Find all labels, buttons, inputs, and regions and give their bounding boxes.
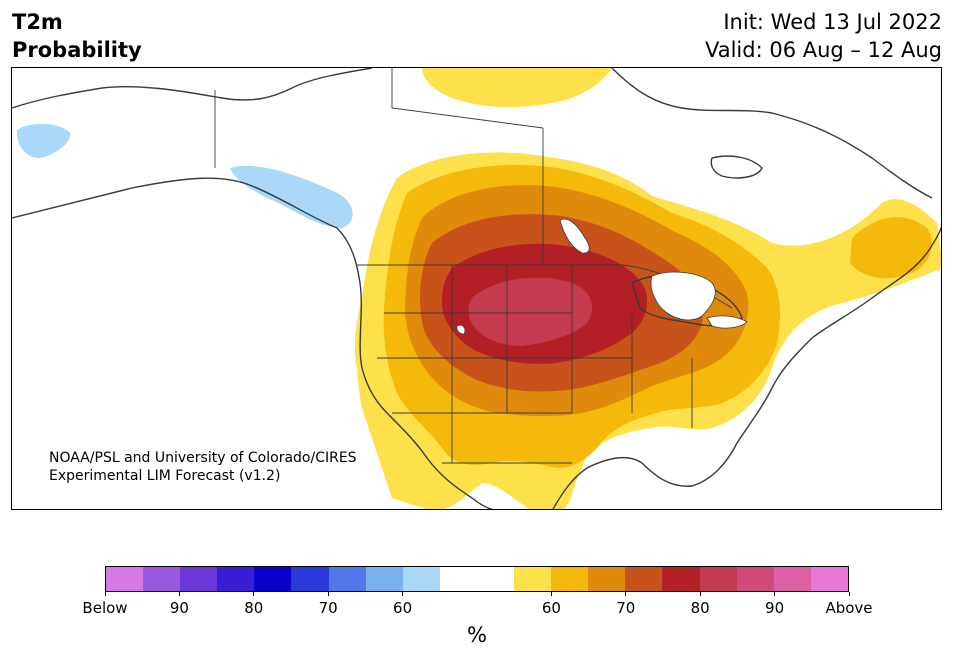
colorbar-tick-label: 80 <box>690 599 710 617</box>
colorbar-segment <box>699 567 737 591</box>
colorbar-tickmark <box>774 592 776 596</box>
colorbar-tick-label: 70 <box>318 599 338 617</box>
colorbar-segment <box>810 567 848 591</box>
below-alaska-patch <box>16 123 71 158</box>
colorbar-segment <box>143 567 181 591</box>
colorbar-segment <box>773 567 811 591</box>
map-canvas <box>12 68 941 509</box>
valid-range: Valid: 06 Aug – 12 Aug <box>704 38 942 62</box>
colorbar-tickmark <box>253 592 255 596</box>
colorbar-tick-label: 60 <box>393 599 413 617</box>
colorbar-segment <box>291 567 329 591</box>
colorbar-tickmark <box>699 592 701 596</box>
colorbar-tickmark <box>848 592 850 596</box>
forecast-dates: Init: Wed 13 Jul 2022 Valid: 06 Aug – 12… <box>705 8 942 64</box>
colorbar-tickmark <box>625 592 627 596</box>
colorbar-segment <box>662 567 700 591</box>
colorbar-segment <box>514 567 552 591</box>
colorbar-segment <box>439 567 477 591</box>
colorbar-tick-label: 90 <box>169 599 189 617</box>
colorbar-segment <box>180 567 218 591</box>
colorbar <box>105 566 849 592</box>
colorbar-segment <box>588 567 626 591</box>
great-lakes <box>456 218 748 335</box>
colorbar-tick-label: 60 <box>541 599 561 617</box>
colorbar-tickmark <box>178 592 180 596</box>
probability-map <box>11 67 942 510</box>
political-borders <box>214 68 733 464</box>
title-quantity: Probability <box>12 38 142 62</box>
colorbar-segment <box>254 567 292 591</box>
colorbar-tick-label: 80 <box>244 599 264 617</box>
colorbar-tick-label: Above <box>825 599 873 617</box>
colorbar-tickmark <box>327 592 329 596</box>
colorbar-unit: % <box>467 623 487 647</box>
colorbar-segment <box>736 567 774 591</box>
credit-line-2: Experimental LIM Forecast (v1.2) <box>49 468 281 484</box>
chart-title: T2m Probability <box>12 8 142 64</box>
colorbar-tickmark <box>550 592 552 596</box>
colorbar-tick-label: 90 <box>765 599 785 617</box>
colorbar-segment <box>476 567 515 591</box>
colorbar-segment <box>402 567 440 591</box>
colorbar-segment <box>551 567 589 591</box>
colorbar-segment <box>365 567 403 591</box>
credit-text: NOAA/PSL and University of Colorado/CIRE… <box>49 449 357 485</box>
above-65-east <box>850 217 932 279</box>
colorbar-tickmark <box>104 592 106 596</box>
colorbar-segment <box>625 567 663 591</box>
title-variable: T2m <box>12 10 63 34</box>
init-date: Init: Wed 13 Jul 2022 <box>723 10 942 34</box>
credit-line-1: NOAA/PSL and University of Colorado/CIRE… <box>49 450 357 466</box>
colorbar-tick-label: 70 <box>616 599 636 617</box>
colorbar-segment <box>106 567 144 591</box>
above-60-north <box>422 68 612 108</box>
colorbar-tickmark <box>402 592 404 596</box>
colorbar-tick-label: Below <box>82 599 128 617</box>
colorbar-segment <box>217 567 255 591</box>
below-bc-patch <box>230 165 353 228</box>
colorbar-segment <box>328 567 366 591</box>
above-85-contour <box>468 277 592 346</box>
